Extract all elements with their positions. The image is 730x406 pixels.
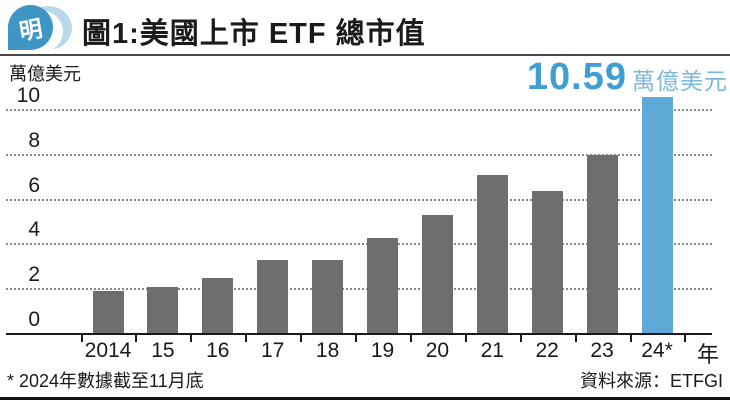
y-tick-label-4: 4	[28, 218, 40, 242]
gridline-8	[6, 153, 712, 156]
x-axis-tick	[409, 335, 412, 342]
x-tick-label-21: 21	[480, 339, 504, 362]
y-tick-label-8: 8	[28, 128, 40, 152]
x-tick-label-19: 19	[370, 339, 395, 362]
x-axis-suffix-label: 年	[697, 342, 720, 367]
x-axis-tick	[300, 335, 303, 342]
y-tick-label-6: 6	[28, 173, 40, 197]
y-axis-unit-label: 萬億美元	[9, 64, 81, 84]
page-title: 圖1:美國上市 ETF 總市值	[82, 18, 426, 50]
bar-19	[367, 237, 398, 334]
x-tick-label-18: 18	[315, 339, 340, 362]
bar-2014	[92, 291, 124, 334]
x-axis-tick	[190, 335, 193, 342]
footer: * 2024年數據截至11月底 資料來源：ETFGI	[0, 362, 730, 406]
bar-17	[257, 260, 289, 334]
x-tick-label-22: 22	[535, 339, 559, 362]
x-tick-label-20: 20	[425, 339, 450, 362]
bar-20	[421, 215, 453, 334]
bottom-rule	[0, 397, 730, 400]
y-tick-label-0: 0	[28, 308, 40, 331]
x-tick-label-2014: 2014	[84, 339, 132, 362]
x-axis-tick	[135, 335, 138, 342]
bar-18	[312, 260, 344, 334]
logo-bubble-icon: 明	[8, 5, 53, 50]
x-tick-label-23: 23	[590, 339, 614, 362]
bar-16	[202, 278, 234, 334]
bar-24	[641, 96, 673, 334]
x-tick-label-24: 24*	[641, 339, 673, 362]
bar-22	[531, 190, 563, 334]
highlight-annotation-unit: 萬億美元	[632, 68, 728, 94]
gridline-4	[6, 243, 712, 246]
y-tick-label-2: 2	[28, 263, 40, 287]
x-axis-line	[6, 333, 712, 335]
data-source: 資料來源：ETFGI	[580, 371, 723, 391]
y-tick-label-10: 10	[16, 84, 40, 107]
x-axis-tick	[684, 335, 687, 342]
highlight-annotation: 10.59 萬億美元	[527, 56, 728, 99]
bar-15	[147, 286, 179, 334]
x-axis-tick	[519, 335, 522, 342]
x-axis-tick	[355, 335, 357, 342]
header: 明 圖1:美國上市 ETF 總市值	[0, 0, 730, 56]
x-axis-tick	[464, 335, 467, 342]
x-tick-label-16: 16	[206, 339, 230, 362]
x-tick-label-15: 15	[151, 339, 175, 362]
x-tick-label-17: 17	[261, 339, 285, 362]
bar-21	[476, 174, 508, 334]
highlight-annotation-value: 10.59	[526, 56, 627, 98]
x-axis-tick	[245, 335, 248, 342]
mingpao-logo-icon: 明	[8, 3, 74, 53]
footnote: * 2024年數據截至11月底	[7, 371, 204, 391]
x-axis-tick	[629, 335, 632, 342]
gridline-2	[6, 288, 712, 291]
gridline-10	[6, 109, 712, 111]
x-axis-tick	[574, 335, 577, 342]
bar-23	[586, 154, 618, 334]
x-axis-tick	[80, 335, 83, 342]
gridline-6	[6, 198, 712, 201]
